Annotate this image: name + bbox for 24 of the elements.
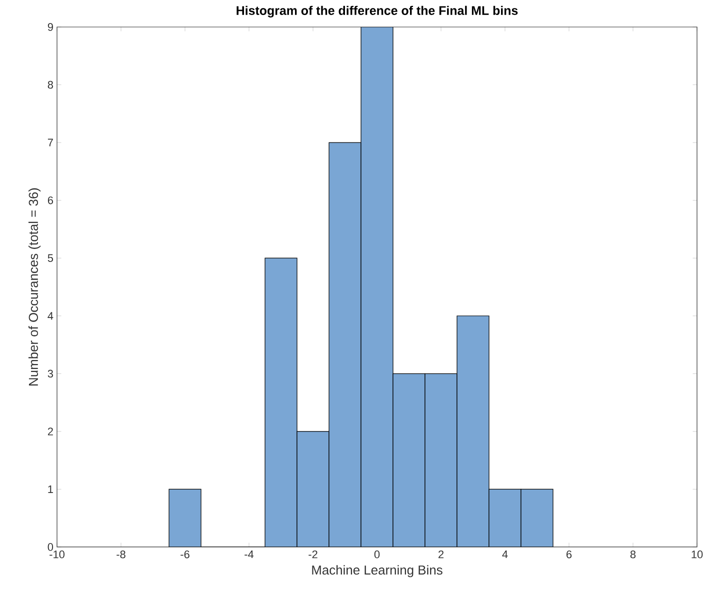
y-tick-label: 2 xyxy=(48,428,53,436)
x-tick-label: 0 xyxy=(374,550,380,558)
x-tick-label: 6 xyxy=(566,550,572,558)
y-tick-label: 5 xyxy=(48,254,54,262)
x-tick-label: 4 xyxy=(502,550,508,558)
x-tick-label: -10 xyxy=(50,550,64,558)
chart-title: Histogram of the difference of the Final ML bins xyxy=(236,6,518,18)
y-tick-label: 7 xyxy=(48,138,53,146)
x-tick-label: -4 xyxy=(244,550,254,558)
x-tick-label: -8 xyxy=(116,550,126,558)
y-tick-label: 8 xyxy=(48,80,53,89)
x-tick-label: 8 xyxy=(630,550,636,558)
y-tick-label: 6 xyxy=(48,196,53,204)
x-tick-label: 10 xyxy=(692,550,703,558)
y-tick-label: 9 xyxy=(48,23,53,31)
y-tick-label: 0 xyxy=(48,543,54,551)
y-tick-label: 3 xyxy=(48,370,53,378)
x-axis-title: Machine Learning Bins xyxy=(312,565,442,578)
x-tick-label: -2 xyxy=(308,550,318,558)
y-tick-label: 4 xyxy=(48,312,54,320)
y-axis-title: Number of Occurances (total = 36) xyxy=(28,188,41,386)
x-tick-label: -6 xyxy=(180,550,190,558)
y-tick-label: 1 xyxy=(48,485,53,493)
x-tick-label: 2 xyxy=(438,550,444,558)
